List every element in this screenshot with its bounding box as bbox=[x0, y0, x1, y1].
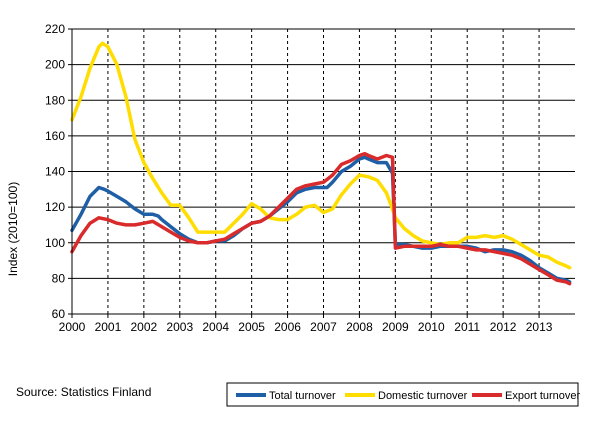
x-tick-label: 2003 bbox=[166, 320, 193, 334]
x-tick-label: 2011 bbox=[454, 320, 480, 334]
y-tick-label: 180 bbox=[45, 93, 65, 107]
x-tick-label: 2000 bbox=[59, 320, 86, 334]
series-lines bbox=[70, 41, 572, 286]
x-tick-label: 2002 bbox=[131, 320, 158, 334]
y-axis-title: Index (2010=100) bbox=[6, 182, 20, 276]
legend-box bbox=[226, 382, 579, 407]
x-tick-label: 2012 bbox=[490, 320, 517, 334]
x-tick-label: 2007 bbox=[310, 320, 337, 334]
y-tick-label: 200 bbox=[45, 58, 65, 72]
legend-label: Total turnover bbox=[269, 390, 336, 402]
legend-label: Domestic turnover bbox=[378, 390, 468, 402]
legend-label: Export turnover bbox=[505, 390, 581, 402]
x-tick-label: 2009 bbox=[382, 320, 409, 334]
y-tick-label: 80 bbox=[52, 271, 66, 285]
y-tick-label: 140 bbox=[45, 165, 65, 179]
series-line bbox=[70, 155, 572, 284]
x-tick-labels: 2000 2001 2002 2003 2004 2005 2006 2007 2008 2009… bbox=[59, 320, 553, 334]
y-tick-label: 120 bbox=[45, 200, 65, 214]
x-tick-label: 2004 bbox=[202, 320, 229, 334]
grid bbox=[72, 28, 575, 314]
series-line bbox=[70, 151, 572, 286]
y-tick-labels: 60 80 100 120 140 160 180 200 220 bbox=[45, 22, 65, 321]
source-note: Source: Statistics Finland bbox=[16, 385, 151, 399]
y-tick-label: 60 bbox=[52, 307, 66, 321]
axes bbox=[68, 28, 575, 318]
y-tick-label: 100 bbox=[45, 236, 65, 250]
legend: Total turnover Domestic turnover Export tu… bbox=[226, 382, 581, 407]
x-tick-label: 2001 bbox=[95, 320, 122, 334]
series-line bbox=[70, 41, 572, 270]
y-tick-label: 160 bbox=[45, 129, 65, 143]
x-tick-label: 2006 bbox=[274, 320, 301, 334]
y-tick-label: 220 bbox=[45, 22, 65, 36]
x-tick-label: 2010 bbox=[418, 320, 445, 334]
x-tick-label: 2008 bbox=[346, 320, 373, 334]
legend-items: Total turnover Domestic turnover Export tu… bbox=[236, 390, 581, 402]
x-tick-label: 2005 bbox=[238, 320, 265, 334]
x-tick-label: 2013 bbox=[526, 320, 553, 334]
